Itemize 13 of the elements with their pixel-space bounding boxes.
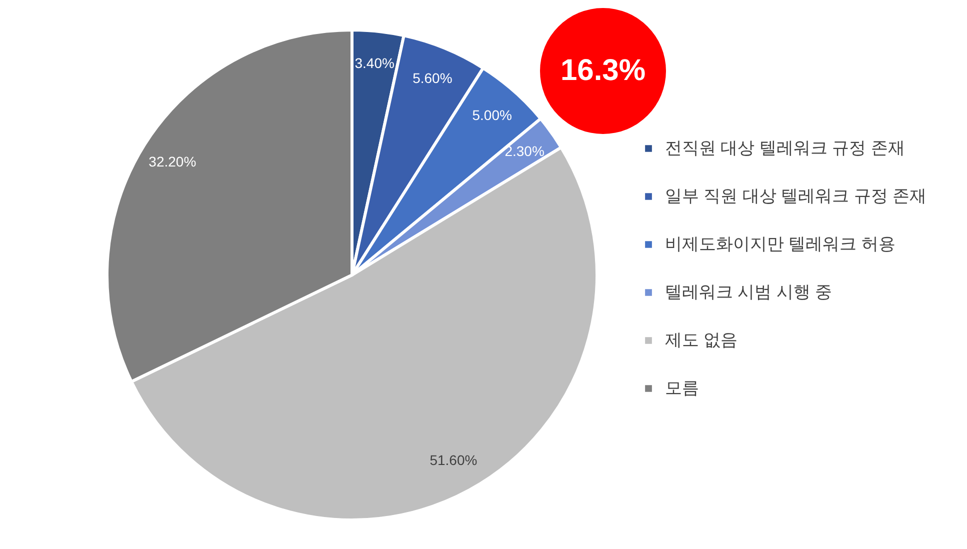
data-label: 5.60% [412,70,452,86]
legend-label: 모름 [665,378,699,398]
data-label: 32.20% [148,153,196,170]
legend-label: 전직원 대상 텔레워크 규정 존재 [665,138,905,158]
data-label: 3.40% [354,55,394,72]
data-label: 51.60% [430,452,478,468]
legend-label: 비제도화이지만 텔레워크 허용 [665,234,896,254]
data-label: 5.00% [472,106,512,123]
legend-label: 텔레워크 시범 시행 중 [665,282,832,302]
legend-label: 일부 직원 대상 텔레워크 규정 존재 [665,186,927,206]
legend-label: 제도 없음 [665,330,738,350]
data-label: 2.30% [504,142,544,159]
text: 16.3% [540,8,666,134]
